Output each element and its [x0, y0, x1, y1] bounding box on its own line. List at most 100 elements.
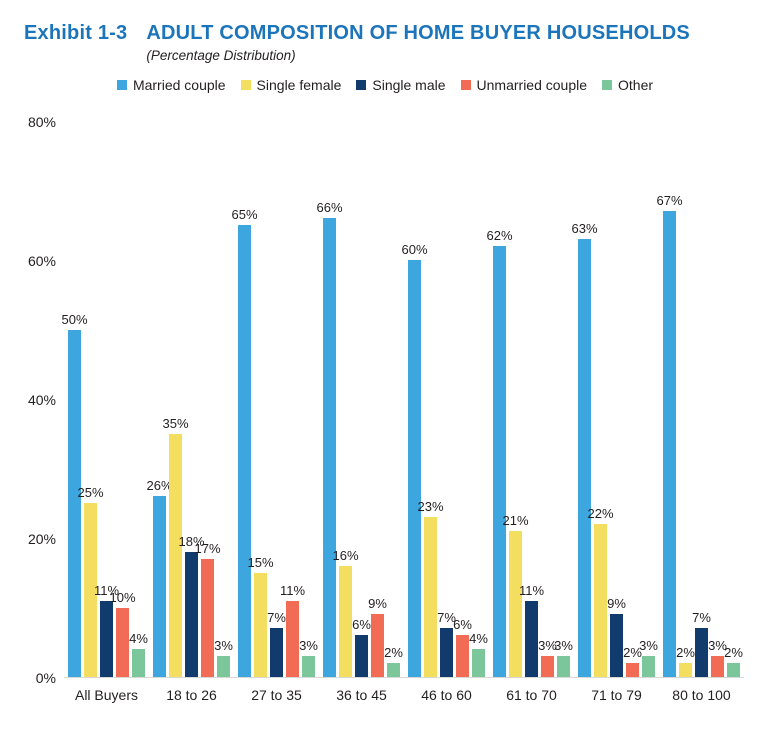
bar-cell-other-18-to-26: 3% [214, 639, 233, 677]
bar-cell-other-36-to-45: 2% [384, 646, 403, 677]
bar-value-label: 23% [417, 499, 444, 515]
chart-subtitle: (Percentage Distribution) [146, 48, 296, 63]
bar-unmarried-couple-all-buyers [116, 607, 129, 677]
bar-other-18-to-26 [217, 656, 230, 677]
bar-cell-other-71-to-79: 3% [639, 638, 658, 677]
bar-value-label: 2% [724, 645, 743, 661]
bar-other-46-to-60 [472, 649, 485, 677]
bar-single-female-18-to-26 [169, 433, 182, 677]
bar-value-label: 3% [554, 638, 573, 654]
bar-cell-single-female-80-to-100: 2% [676, 646, 695, 677]
bar-cell-single-male-27-to-35: 7% [267, 611, 286, 677]
bar-group-46-to-60: 60% 23% 7% 6% 4% [401, 122, 489, 677]
bar-single-male-36-to-45 [355, 635, 368, 677]
bar-value-label: 35% [162, 415, 189, 431]
bar-value-label: 26% [146, 478, 173, 494]
bar-cell-other-46-to-60: 4% [469, 632, 488, 677]
y-axis-tick-label-80-: 80% [27, 114, 56, 130]
bar-value-label: 6% [453, 617, 472, 633]
x-axis-label-61-to-70: 61 to 70 [506, 687, 557, 703]
bar-single-male-27-to-35 [270, 628, 283, 677]
bar-single-female-80-to-100 [679, 663, 692, 677]
x-axis-label-36-to-45: 36 to 45 [336, 687, 387, 703]
bar-cell-single-male-all-buyers: 11% [94, 583, 119, 677]
y-axis-tick-label-60-: 60% [27, 253, 56, 269]
bar-value-label: 15% [247, 554, 274, 570]
bar-married-couple-all-buyers [68, 329, 81, 677]
bar-married-couple-80-to-100 [663, 211, 676, 677]
bar-cell-single-female-18-to-26: 35% [162, 416, 189, 677]
bar-cell-unmarried-couple-61-to-70: 3% [538, 638, 557, 677]
bar-cell-unmarried-couple-27-to-35: 11% [280, 583, 305, 677]
bar-single-female-36-to-45 [339, 565, 352, 677]
bar-other-27-to-35 [302, 656, 315, 677]
bar-unmarried-couple-61-to-70 [541, 656, 554, 677]
bar-single-female-61-to-70 [509, 531, 522, 677]
bar-value-label: 11% [518, 582, 545, 598]
legend-swatch-icon-unmarried-couple [460, 79, 471, 90]
y-axis-tick-label-20-: 20% [27, 531, 56, 547]
title-block: ADULT COMPOSITION OF HOME BUYER HOUSEHOL… [146, 22, 690, 63]
x-axis-label-46-to-60: 46 to 60 [421, 687, 472, 703]
bar-single-male-46-to-60 [440, 628, 453, 677]
bar-cell-single-female-71-to-79: 22% [587, 507, 614, 677]
legend-label-married-couple: Married couple [132, 76, 226, 93]
legend-label-single-male: Single male [372, 76, 446, 93]
bar-cell-single-female-36-to-45: 16% [332, 548, 359, 677]
bar-cell-single-male-80-to-100: 7% [692, 610, 711, 677]
bar-cell-married-couple-80-to-100: 67% [656, 194, 683, 677]
bar-value-label: 50% [61, 311, 88, 327]
bar-cell-married-couple-all-buyers: 50% [61, 312, 88, 677]
chart-title: ADULT COMPOSITION OF HOME BUYER HOUSEHOL… [146, 22, 690, 44]
bar-value-label: 65% [231, 207, 258, 223]
bar-value-label: 21% [502, 513, 529, 529]
report-page: Exhibit 1-3 ADULT COMPOSITION OF HOME BU… [0, 22, 770, 703]
bar-cell-single-female-27-to-35: 15% [247, 555, 274, 677]
bar-single-female-71-to-79 [594, 524, 607, 677]
bar-cell-single-female-all-buyers: 25% [77, 486, 104, 677]
bar-other-80-to-100 [727, 663, 740, 677]
bar-value-label: 3% [639, 638, 658, 654]
bar-value-label: 7% [692, 610, 711, 626]
bar-married-couple-61-to-70 [493, 246, 506, 677]
bar-cell-other-61-to-70: 3% [554, 638, 573, 677]
x-axis-label-71-to-79: 71 to 79 [591, 687, 642, 703]
bar-group-80-to-100: 67% 2% 7% 3% 2% [656, 122, 744, 677]
bar-cell-unmarried-couple-all-buyers: 10% [109, 590, 136, 677]
bar-value-label: 9% [368, 596, 387, 612]
x-axis-label-all-buyers: All Buyers [74, 687, 139, 703]
x-axis-label-18-to-26: 18 to 26 [166, 687, 217, 703]
bar-chart: 80% 60% 40% 20% 0% 50% 25% 11% 10% 4% 26% 35% 18% 17… [0, 114, 770, 703]
bar-unmarried-couple-27-to-35 [286, 600, 299, 677]
legend-swatch-icon-single-female [240, 79, 251, 90]
bar-group-27-to-35: 65% 15% 7% 11% 3% [231, 122, 319, 677]
bar-value-label: 18% [178, 533, 205, 549]
bar-cell-single-female-61-to-70: 21% [502, 514, 529, 677]
bar-married-couple-71-to-79 [578, 239, 591, 677]
legend-swatch-icon-single-male [356, 79, 367, 90]
bar-group-18-to-26: 26% 35% 18% 17% 3% [146, 122, 234, 677]
bar-value-label: 4% [129, 631, 148, 647]
bar-cell-single-male-46-to-60: 7% [437, 611, 456, 677]
bar-other-all-buyers [132, 649, 145, 677]
bar-cell-married-couple-27-to-35: 65% [231, 208, 258, 677]
y-axis-tick-label-40-: 40% [27, 392, 56, 408]
bar-married-couple-18-to-26 [153, 496, 166, 677]
bar-cell-single-male-71-to-79: 9% [607, 597, 626, 677]
bar-value-label: 2% [623, 645, 642, 661]
bar-value-label: 3% [538, 638, 557, 654]
bar-cell-married-couple-71-to-79: 63% [571, 222, 598, 677]
bar-value-label: 10% [109, 589, 136, 605]
bar-single-female-46-to-60 [424, 517, 437, 677]
legend-item-unmarried-couple: Unmarried couple [460, 77, 587, 93]
bar-cell-other-27-to-35: 3% [299, 639, 318, 677]
bar-cell-unmarried-couple-18-to-26: 17% [194, 541, 221, 677]
bar-value-label: 3% [708, 638, 727, 654]
exhibit-label: Exhibit 1-3 [24, 22, 128, 44]
bar-group-71-to-79: 63% 22% 9% 2% 3% [571, 122, 659, 677]
y-axis-tick-label-0-: 0% [35, 670, 56, 686]
bar-cell-single-male-18-to-26: 18% [178, 534, 205, 677]
bar-other-71-to-79 [642, 656, 655, 677]
bar-value-label: 60% [401, 242, 428, 257]
legend-label-single-female: Single female [256, 76, 342, 93]
